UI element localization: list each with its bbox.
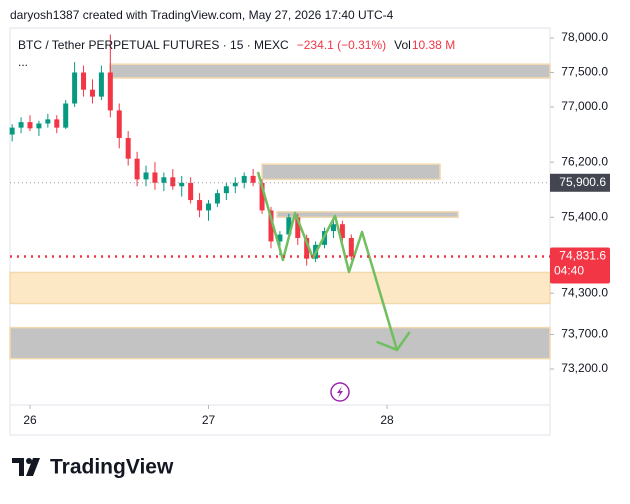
- candle-body: [9, 127, 15, 135]
- attribution: daryosh1387 created with TradingView.com…: [10, 8, 394, 22]
- y-tick-label: 77,000.0: [561, 99, 608, 113]
- y-tick-label: 77,500.0: [561, 65, 608, 79]
- y-tick-label: 75,400.0: [561, 209, 608, 223]
- candle-body: [277, 234, 283, 242]
- zone: [9, 271, 551, 305]
- candle-body: [45, 119, 51, 124]
- candle-body: [179, 182, 185, 187]
- x-tick-label: 26: [23, 413, 37, 427]
- projection-arrowhead: [376, 331, 411, 352]
- y-tick-label: 73,200.0: [561, 361, 608, 375]
- candle-body: [134, 158, 140, 180]
- legend: BTC / Tether PERPETUAL FUTURES · 15 · ME…: [18, 38, 455, 69]
- candle-body: [72, 72, 78, 104]
- candle-body: [188, 182, 194, 201]
- more-menu[interactable]: ...: [18, 55, 28, 69]
- plot-frame: [9, 27, 551, 436]
- y-tick-label: 73,700.0: [561, 327, 608, 341]
- candle-body: [152, 172, 158, 183]
- candle-body: [27, 122, 33, 129]
- candle-body: [286, 217, 292, 235]
- candle-body: [81, 72, 87, 90]
- x-tick-label: 27: [202, 413, 216, 427]
- volume-label: Vol: [394, 38, 411, 52]
- candle-body: [98, 72, 104, 97]
- candle-body: [348, 237, 354, 257]
- candle-body: [268, 210, 274, 242]
- candle-body: [18, 122, 24, 128]
- candle-body: [206, 203, 212, 211]
- volume: 10.38 M: [412, 38, 455, 52]
- last-price-label: 74,831.6: [559, 249, 606, 263]
- y-tick-label: 76,200.0: [561, 154, 608, 168]
- marker-price-label: 75,900.6: [559, 175, 606, 189]
- zone: [9, 326, 551, 360]
- chart-title: BTC / Tether PERPETUAL FUTURES · 15 · ME…: [18, 38, 289, 52]
- candle-body: [125, 137, 131, 159]
- candle-body: [339, 224, 345, 238]
- candle-body: [250, 175, 256, 183]
- y-tick-label: 78,000.0: [561, 30, 608, 44]
- candle-body: [232, 182, 238, 187]
- zone: [276, 211, 459, 219]
- candle-body: [36, 123, 42, 129]
- candle-body: [241, 175, 247, 183]
- candle-body: [197, 200, 203, 211]
- alert-icon[interactable]: [330, 382, 350, 402]
- logo: TradingView: [12, 456, 174, 479]
- candle-body: [304, 237, 310, 259]
- x-tick-label: 28: [380, 413, 394, 427]
- candle-body: [295, 217, 301, 238]
- candle-body: [170, 177, 176, 187]
- candle-body: [54, 119, 60, 128]
- candle-body: [259, 182, 265, 211]
- marker-price-badge: [550, 173, 610, 192]
- change: −234.1 (−0.31%): [297, 38, 386, 52]
- brand: TradingView: [50, 456, 174, 479]
- candle-body: [161, 177, 167, 183]
- last-price-badge: [550, 247, 610, 284]
- candle-body: [143, 172, 149, 180]
- candle-body: [107, 72, 113, 111]
- zone: [261, 163, 441, 181]
- candle-body: [116, 110, 122, 138]
- candle-body: [223, 186, 229, 194]
- countdown: 04:40: [554, 264, 584, 278]
- candle-body: [89, 89, 95, 97]
- projection-path: [256, 171, 399, 351]
- y-tick-label: 74,300.0: [561, 285, 608, 299]
- candle-body: [214, 193, 220, 204]
- candle-body: [63, 103, 69, 128]
- zone: [109, 63, 551, 79]
- candle-body: [330, 224, 336, 232]
